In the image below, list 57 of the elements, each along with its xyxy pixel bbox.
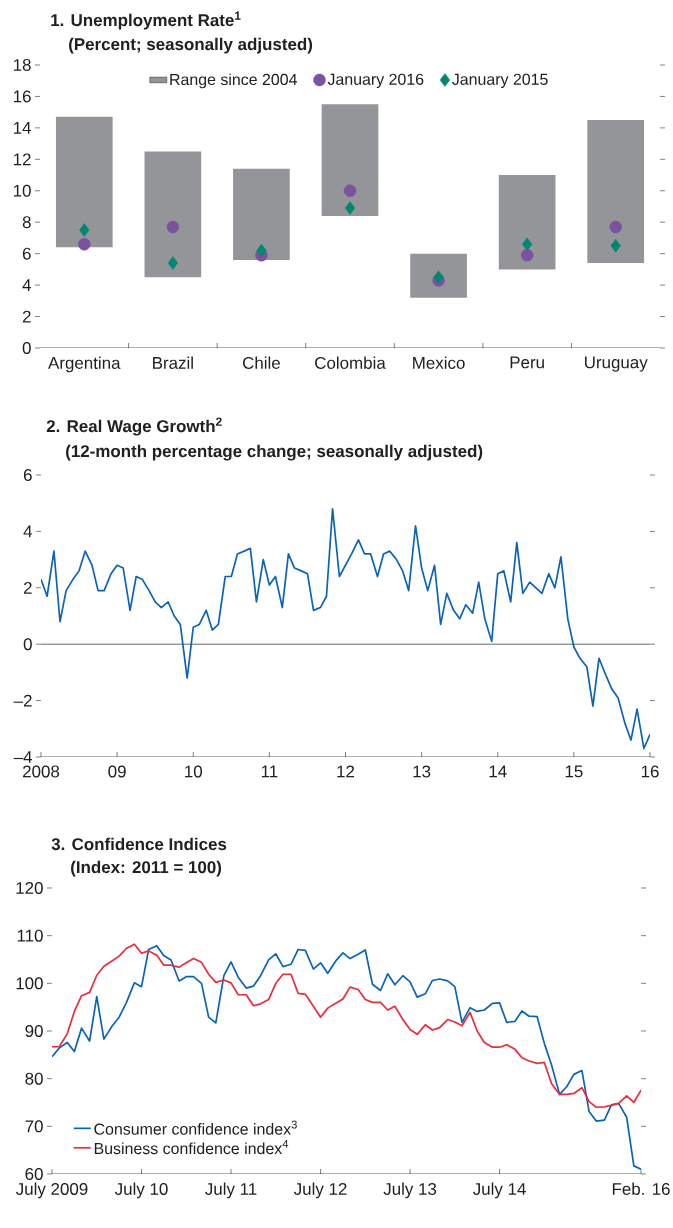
x-tick-label: 14 — [489, 765, 507, 778]
x-tick-label: Uruguay — [585, 356, 648, 372]
y-tick-label: 8 — [22, 216, 31, 229]
chart-subtitle: (Percent; seasonally adjusted) — [69, 37, 313, 54]
legend-label: Consumer confidence index$^{3}$ — [94, 1120, 297, 1135]
x-tick-label: July 14 — [473, 1182, 526, 1199]
legend-label: Range since 2004 — [170, 73, 297, 89]
x-tick-label: Peru — [510, 356, 544, 369]
y-tick-label: 12 — [13, 153, 31, 166]
y-tick-label: 0 — [22, 341, 31, 354]
y-tick-label: 70 — [25, 1120, 43, 1133]
x-tick-label: July 2009 — [16, 1182, 88, 1199]
y-tick-label: –4 — [13, 751, 33, 763]
x-tick-label: Feb. 16 — [612, 1182, 670, 1195]
chart-title: 1. Unemployment Rate$^{1}$ — [51, 11, 241, 30]
x-tick-label: 16 — [641, 765, 659, 778]
x-tick-label: 12 — [337, 765, 355, 778]
y-tick-label: 90 — [25, 1025, 43, 1037]
y-tick-label: 14 — [13, 122, 31, 134]
y-tick-label: 16 — [13, 90, 31, 103]
chart-title: 3. Confidence Indices — [51, 837, 227, 851]
x-tick-label: 15 — [565, 765, 583, 778]
x-tick-label: July 10 — [114, 1182, 168, 1199]
x-tick-label: Argentina — [48, 356, 121, 373]
y-tick-label: 100 — [16, 977, 43, 990]
y-tick-label: 10 — [13, 184, 31, 197]
y-tick-label: 18 — [13, 58, 31, 71]
chart-title: 2. Real Wage Growth$^{2}$ — [46, 417, 222, 436]
x-tick-label: 13 — [413, 765, 431, 778]
x-tick-label: July 11 — [205, 1182, 257, 1199]
y-tick-label: 80 — [25, 1072, 43, 1085]
y-tick-label: –2 — [13, 694, 32, 707]
y-tick-label: 0 — [23, 638, 32, 651]
legend-label: Business confidence index$^{4}$ — [94, 1140, 289, 1155]
x-tick-label: Mexico — [413, 356, 465, 369]
x-tick-label: Brazil — [153, 356, 193, 369]
x-tick-label: 10 — [185, 765, 203, 778]
x-tick-label: Colombia — [315, 356, 386, 369]
y-tick-label: 2 — [23, 581, 32, 594]
y-tick-label: 6 — [22, 247, 31, 260]
x-tick-label: July 13 — [383, 1182, 437, 1199]
legend-label: January 2016 — [327, 73, 424, 89]
y-tick-label: 60 — [25, 1167, 43, 1180]
legend-label: January 2015 — [452, 73, 548, 89]
chart-subtitle: (12-month percentage change; seasonally adjusted) — [66, 444, 483, 461]
x-tick-label: Chile — [242, 356, 280, 369]
y-tick-label: 6 — [23, 469, 32, 481]
y-tick-label: 120 — [16, 882, 43, 894]
x-tick-label: 2008 — [23, 765, 60, 778]
x-tick-label: 11 — [261, 765, 278, 778]
y-tick-label: 2 — [22, 310, 31, 323]
x-tick-label: 09 — [108, 765, 126, 778]
y-tick-label: 4 — [23, 525, 33, 538]
chart-subtitle: (Index: 2011 = 100) — [71, 860, 222, 877]
y-tick-label: 110 — [17, 929, 43, 942]
y-tick-label: 4 — [22, 279, 31, 291]
x-tick-label: July 12 — [293, 1182, 347, 1199]
